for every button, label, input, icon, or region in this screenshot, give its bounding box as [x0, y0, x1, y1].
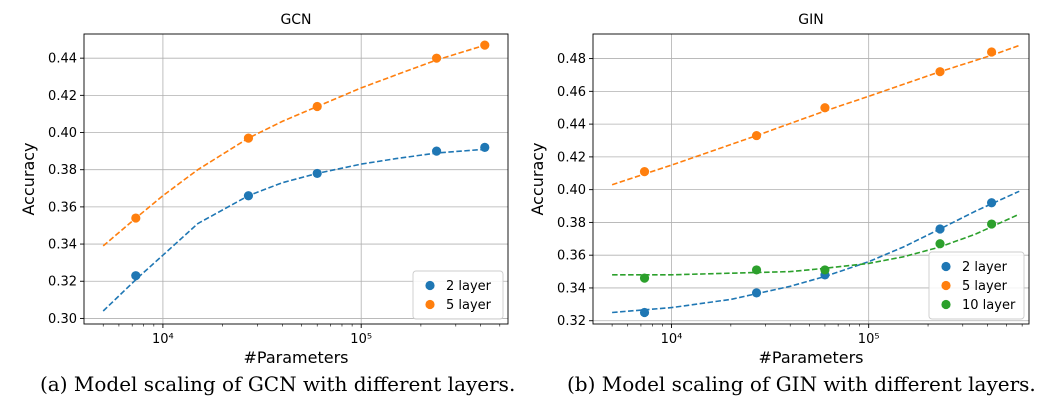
tick-label-x: 10⁵: [858, 332, 880, 347]
tick-label-y: 0.40: [48, 126, 77, 141]
chart-title: GCN: [280, 12, 311, 28]
caption-gcn: (a) Model scaling of GCN with different …: [40, 372, 516, 396]
tick-label-x: 10⁵: [350, 332, 372, 347]
data-point: [131, 213, 141, 223]
y-axis-label: Accuracy: [528, 142, 547, 215]
data-point: [639, 307, 650, 318]
legend-label: 5 layer: [446, 298, 492, 313]
legend-label: 2 layer: [962, 260, 1008, 275]
tick-label-y: 0.42: [48, 89, 77, 104]
data-point: [751, 265, 762, 275]
fit-line: [102, 44, 486, 247]
tick-label-y: 0.44: [557, 118, 586, 133]
tick-label-y: 0.40: [557, 183, 586, 198]
x-axis-label: #Parameters: [244, 348, 349, 367]
caption-gin: (b) Model scaling of GIN with different …: [567, 372, 1036, 396]
axes-frame: [592, 33, 1030, 325]
tick-label-y: 0.32: [48, 275, 77, 290]
tick-label-y: 0.46: [557, 85, 586, 100]
tick-label-y: 0.36: [557, 249, 586, 264]
axes-frame: [83, 33, 509, 325]
tick-label-y: 0.48: [557, 52, 586, 67]
data-point: [312, 168, 322, 179]
data-point: [131, 271, 141, 281]
tick-label-x: 10⁴: [661, 332, 683, 347]
fit-line: [612, 190, 1020, 314]
data-point: [935, 239, 945, 249]
fit-line: [102, 148, 485, 312]
data-point: [986, 219, 997, 229]
data-point: [312, 101, 322, 112]
tick-label-y: 0.32: [557, 314, 586, 329]
data-point: [751, 130, 762, 141]
gcn-panel: 0.30 0.32 0.34 0.36 0.38 0.40 0.42 0.44 10⁴ 10⁵ GC…: [19, 12, 509, 367]
chart-title: GIN: [798, 12, 823, 28]
legend-marker: [941, 299, 951, 310]
data-point: [639, 273, 650, 283]
data-point: [986, 198, 997, 208]
legend-marker: [941, 280, 951, 291]
tick-label-y: 0.38: [557, 216, 586, 231]
tick-label-x: 10⁴: [152, 332, 174, 347]
legend-label: 2 layer: [446, 279, 492, 294]
data-point: [243, 191, 254, 201]
x-axis-label: #Parameters: [759, 348, 864, 367]
legend-marker: [941, 261, 951, 272]
tick-label-y: 0.44: [48, 52, 77, 67]
legend-marker: [425, 280, 435, 291]
tick-label-y: 0.34: [557, 281, 586, 296]
tick-label-y: 0.36: [48, 200, 77, 215]
fit-line: [611, 44, 1020, 186]
data-point: [820, 265, 830, 275]
data-point: [986, 47, 997, 57]
legend-box: [928, 251, 1025, 320]
gin-panel: 0.32 0.34 0.36 0.38 0.40 0.42 0.44 0.46 0.48 10⁴ 1…: [528, 12, 1030, 367]
figure: 0.30 0.32 0.34 0.36 0.38 0.40 0.42 0.44 10⁴ 10⁵ GC…: [19, 12, 1030, 367]
data-point: [639, 167, 650, 177]
data-point: [480, 40, 490, 50]
data-point: [820, 103, 830, 113]
data-point: [480, 142, 490, 152]
data-point: [751, 288, 762, 298]
data-point: [935, 67, 945, 77]
data-point: [431, 53, 442, 63]
data-point: [243, 133, 254, 143]
tick-label-y: 0.30: [48, 312, 77, 327]
y-axis-label: Accuracy: [19, 142, 38, 215]
tick-label-y: 0.34: [48, 238, 77, 253]
tick-label-y: 0.42: [557, 150, 586, 165]
data-point: [431, 146, 442, 156]
fit-line: [612, 213, 1020, 276]
legend-box: [412, 270, 504, 320]
tick-label-y: 0.38: [48, 163, 77, 178]
legend-label: 10 layer: [962, 298, 1016, 313]
data-point: [935, 224, 945, 234]
legend-marker: [425, 299, 435, 310]
legend-label: 5 layer: [962, 279, 1008, 294]
